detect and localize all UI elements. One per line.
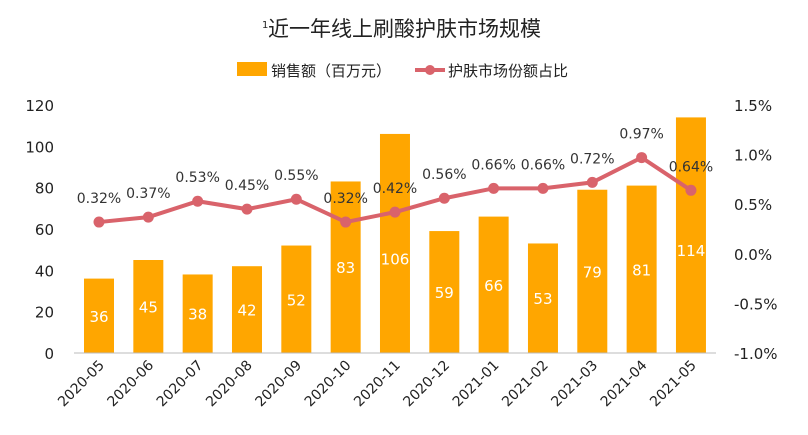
share-value-label: 0.66% [521, 157, 565, 173]
share-value-label: 0.97% [619, 127, 663, 143]
x-tick-label: 2021-04 [598, 357, 651, 410]
share-point [93, 216, 105, 228]
left-tick-label: 40 [35, 262, 54, 280]
share-point [192, 195, 204, 207]
right-tick-label: 1.5% [734, 97, 772, 115]
bar [281, 245, 312, 353]
title-superscript: 1 [262, 20, 268, 31]
left-axis: 0 20 40 60 80 100 120 [25, 97, 54, 363]
share-value-label: 0.53% [175, 170, 219, 186]
share-value-label: 0.42% [373, 181, 417, 197]
share-point [142, 211, 154, 223]
share-point [685, 184, 697, 196]
left-tick-label: 120 [25, 97, 54, 115]
share-value-label: 0.37% [126, 186, 170, 202]
bar [133, 260, 164, 353]
x-axis-labels: 2020-052020-062020-072020-082020-092020-… [55, 357, 700, 410]
share-value-label: 0.32% [77, 191, 121, 207]
left-tick-label: 0 [44, 345, 54, 363]
share-value-label: 0.56% [422, 167, 466, 183]
right-tick-label: 1.0% [734, 147, 772, 165]
x-tick-label: 2020-12 [400, 358, 453, 411]
x-tick-label: 2020-10 [302, 358, 355, 411]
bars: 36 45 38 42 52 83 106 59 66 53 79 81 114 [84, 117, 706, 354]
bar-value-label: 114 [677, 242, 706, 260]
share-value-label: 0.66% [471, 157, 515, 173]
x-tick-label: 2021-02 [499, 358, 552, 411]
x-tick-label: 2020-06 [104, 357, 157, 410]
bar-value-label: 38 [188, 306, 207, 324]
right-tick-label: -1.0% [734, 345, 778, 363]
bar [231, 266, 262, 353]
share-value-label: 0.45% [225, 178, 269, 194]
x-tick-label: 2020-11 [351, 358, 404, 411]
legend-bar-label: 销售额（百万元） [271, 62, 391, 80]
bar-value-label: 66 [484, 277, 503, 295]
bar [478, 216, 509, 353]
bar [429, 231, 460, 353]
legend-line-label: 护肤市场份额占比 [448, 62, 568, 80]
x-tick-label: 2021-03 [548, 358, 601, 411]
share-point [290, 193, 302, 205]
legend: 销售额（百万元） 护肤市场份额占比 [237, 62, 568, 80]
share-point [340, 216, 352, 228]
bar-value-label: 79 [583, 263, 602, 281]
title-text: 近一年线上刷酸护肤市场规模 [268, 17, 541, 41]
bar [675, 117, 706, 354]
left-tick-label: 100 [25, 138, 54, 156]
right-tick-label: 0.5% [734, 196, 772, 214]
share-point [636, 152, 648, 164]
chart-title: 1 近一年线上刷酸护肤市场规模 [262, 17, 541, 41]
bar-value-label: 106 [381, 250, 410, 268]
x-tick-label: 2021-01 [450, 358, 503, 411]
x-tick-label: 2020-09 [252, 358, 305, 411]
bar-value-label: 42 [237, 302, 256, 320]
bar [577, 189, 608, 353]
bar-value-label: 52 [287, 291, 306, 309]
bar-value-label: 53 [533, 290, 552, 308]
right-tick-label: -0.5% [734, 295, 778, 313]
share-point [488, 182, 500, 194]
right-tick-label: 0.0% [734, 246, 772, 264]
share-point [537, 182, 549, 194]
left-tick-label: 80 [35, 180, 54, 198]
bar-value-label: 59 [435, 284, 454, 302]
bar-value-label: 45 [139, 299, 158, 317]
x-tick-label: 2020-07 [154, 358, 207, 411]
bar [84, 278, 114, 353]
bar-value-label: 36 [89, 308, 108, 326]
share-line: 0.32% 0.37% 0.53% 0.45% 0.55% 0.32% 0.42% 0.56%… [77, 127, 713, 228]
x-tick-label: 2020-05 [55, 358, 108, 411]
share-value-label: 0.72% [570, 151, 614, 167]
right-axis: -1.0% -0.5% 0.0% 0.5% 1.0% 1.5% [734, 97, 778, 363]
share-point [586, 176, 598, 188]
bar-value-label: 83 [336, 259, 355, 277]
share-point [241, 203, 253, 215]
share-value-label: 0.64% [669, 159, 713, 175]
share-value-label: 0.32% [323, 191, 367, 207]
left-tick-label: 60 [35, 221, 54, 239]
x-tick-label: 2020-08 [203, 358, 256, 411]
bar-value-label: 81 [632, 261, 651, 279]
bar [527, 243, 558, 353]
legend-line-marker [425, 65, 435, 75]
left-tick-label: 20 [35, 304, 54, 322]
bar [330, 181, 361, 353]
bar [379, 133, 410, 353]
bar [626, 185, 657, 353]
bar [182, 274, 213, 353]
share-point [389, 206, 401, 218]
share-point [438, 192, 450, 204]
x-tick-label: 2021-05 [647, 358, 700, 411]
legend-bar-swatch [237, 62, 267, 76]
share-value-label: 0.55% [274, 168, 318, 184]
